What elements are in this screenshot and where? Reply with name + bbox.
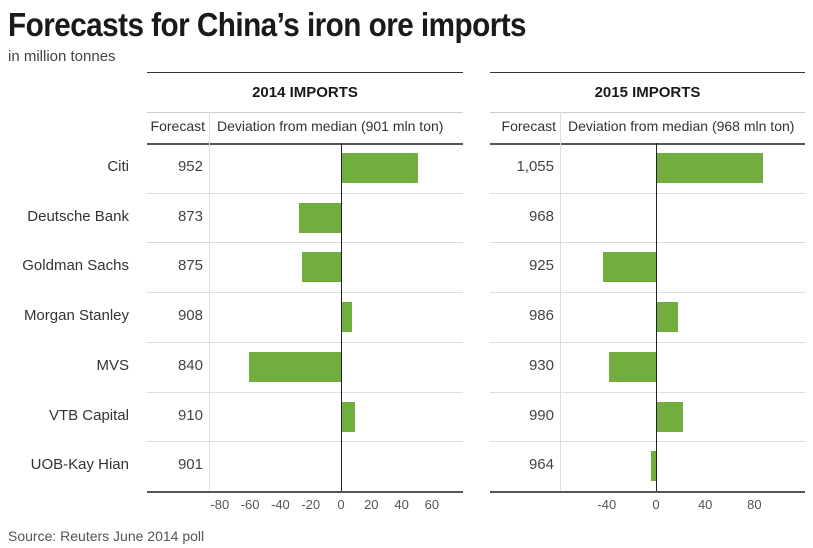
x-tick-label: -20 bbox=[301, 497, 321, 512]
deviation-bar bbox=[341, 302, 352, 333]
forecast-value: 952 bbox=[177, 158, 203, 175]
deviation-bar bbox=[298, 202, 341, 233]
deviation-bar bbox=[301, 252, 341, 283]
forecast-value: 986 bbox=[528, 307, 554, 325]
forecast-divider bbox=[560, 112, 561, 491]
x-tick-label: 0 bbox=[652, 497, 660, 512]
header-rule bbox=[490, 112, 805, 113]
row-rule bbox=[490, 192, 805, 194]
forecast-column-header: Forecast bbox=[150, 118, 205, 134]
header-bottom-rule bbox=[147, 143, 463, 145]
forecast-value: 910 bbox=[177, 406, 203, 424]
x-axis bbox=[147, 491, 463, 493]
panel-top-rule bbox=[490, 72, 805, 73]
deviation-bar bbox=[656, 302, 679, 333]
x-tick-label: 20 bbox=[364, 497, 379, 512]
panel-title: 2014 IMPORTS bbox=[252, 84, 358, 101]
deviation-bar bbox=[603, 252, 656, 283]
deviation-bar bbox=[609, 351, 656, 382]
deviation-column-header: Deviation from median (901 mln ton) bbox=[217, 118, 444, 134]
deviation-bar bbox=[656, 153, 763, 183]
row-rule bbox=[490, 391, 805, 393]
forecast-column-header: Forecast bbox=[501, 118, 556, 134]
row-label: Deutsche Bank bbox=[27, 207, 129, 225]
x-tick-label: -40 bbox=[597, 497, 617, 512]
deviation-bar bbox=[341, 153, 419, 183]
forecast-value: 840 bbox=[177, 356, 203, 374]
zero-line bbox=[341, 143, 342, 491]
row-label: Goldman Sachs bbox=[22, 257, 129, 275]
deviation-bar bbox=[651, 451, 656, 482]
x-tick-label: -60 bbox=[240, 497, 260, 512]
forecast-value: 873 bbox=[177, 207, 203, 225]
row-rule bbox=[490, 242, 805, 244]
x-tick-label: -80 bbox=[210, 497, 230, 512]
x-tick-label: 40 bbox=[394, 497, 409, 512]
forecast-value: 1,055 bbox=[516, 158, 554, 175]
forecast-value: 990 bbox=[528, 406, 554, 424]
x-tick-label: 0 bbox=[337, 497, 345, 512]
x-tick-label: 60 bbox=[424, 497, 440, 512]
row-rule bbox=[147, 192, 463, 194]
forecast-value: 930 bbox=[528, 356, 554, 374]
forecast-value: 875 bbox=[177, 257, 203, 275]
x-tick-label: 80 bbox=[747, 497, 762, 512]
row-label: Citi bbox=[107, 158, 129, 175]
panel-title: 2015 IMPORTS bbox=[594, 84, 701, 101]
row-rule bbox=[490, 441, 805, 443]
row-label: UOB-Kay Hian bbox=[30, 456, 129, 474]
chart-subtitle: in million tonnes bbox=[8, 48, 116, 65]
deviation-column-header: Deviation from median (968 mln ton) bbox=[568, 118, 795, 134]
row-label: MVS bbox=[96, 356, 129, 374]
forecast-value: 908 bbox=[177, 307, 203, 325]
deviation-bar bbox=[656, 401, 684, 432]
zero-line bbox=[656, 143, 657, 491]
source-note: Source: Reuters June 2014 poll bbox=[8, 528, 205, 544]
x-tick-label: -40 bbox=[270, 497, 290, 512]
row-label: VTB Capital bbox=[48, 406, 129, 424]
row-rule bbox=[147, 391, 463, 393]
forecast-value: 968 bbox=[528, 207, 554, 225]
forecast-divider bbox=[209, 112, 210, 491]
row-rule bbox=[147, 441, 463, 443]
chart-title: Forecasts for China’s iron ore imports bbox=[8, 6, 527, 43]
row-rule bbox=[147, 292, 463, 294]
header-bottom-rule bbox=[490, 143, 805, 145]
row-rule bbox=[147, 242, 463, 244]
row-rule bbox=[147, 341, 463, 343]
row-rule bbox=[490, 341, 805, 343]
header-rule bbox=[147, 112, 463, 113]
row-rule bbox=[490, 292, 805, 294]
x-tick-label: 40 bbox=[697, 497, 713, 512]
deviation-bar bbox=[248, 351, 341, 382]
row-label: Morgan Stanley bbox=[23, 307, 129, 325]
x-axis bbox=[490, 491, 805, 493]
forecast-value: 964 bbox=[528, 456, 554, 474]
deviation-bar bbox=[341, 401, 355, 432]
forecast-value: 925 bbox=[528, 257, 554, 275]
forecast-value: 901 bbox=[177, 456, 203, 474]
panel-top-rule bbox=[147, 72, 463, 73]
